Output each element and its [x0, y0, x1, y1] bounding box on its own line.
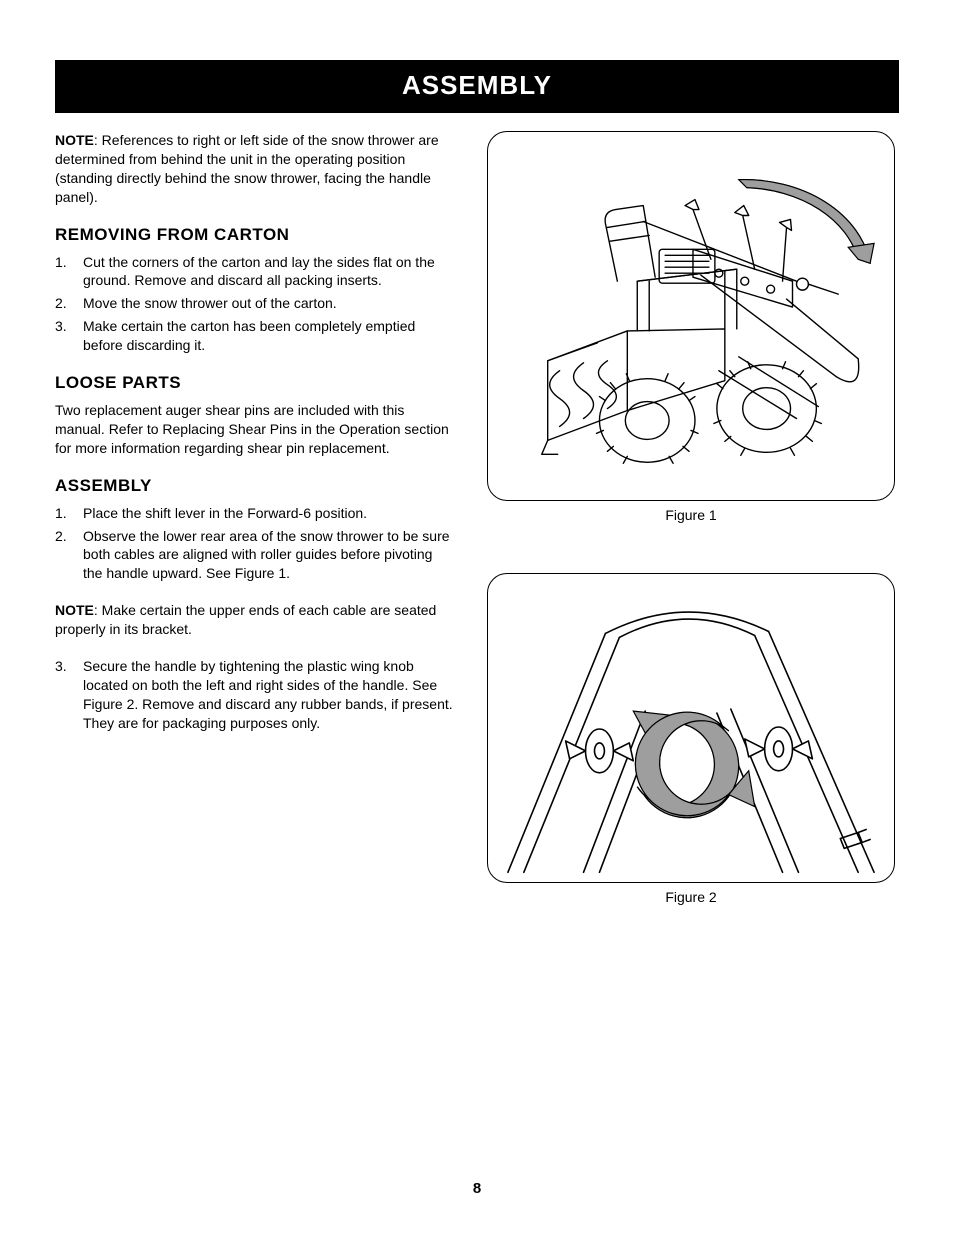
pivot-arrow-icon [739, 180, 874, 264]
note-label: NOTE [55, 602, 94, 618]
note-text: : References to right or left side of th… [55, 132, 439, 205]
step-item: Secure the handle by tightening the plas… [55, 657, 455, 733]
figure-2-caption: Figure 2 [665, 889, 716, 905]
step-item: Cut the corners of the carton and lay th… [55, 253, 455, 291]
left-column: NOTE: References to right or left side o… [55, 131, 455, 905]
heading-loose-parts: LOOSE PARTS [55, 373, 455, 393]
section-banner: ASSEMBLY [55, 60, 899, 113]
heading-assembly: ASSEMBLY [55, 476, 455, 496]
step-item: Place the shift lever in the Forward-6 p… [55, 504, 455, 523]
removing-steps-list: Cut the corners of the carton and lay th… [55, 253, 455, 355]
figure-1-caption: Figure 1 [665, 507, 716, 523]
step-item: Move the snow thrower out of the carton. [55, 294, 455, 313]
step-item: Observe the lower rear area of the snow … [55, 527, 455, 584]
figure-1-illustration [488, 131, 894, 501]
assembly-steps-list-b: Secure the handle by tightening the plas… [55, 657, 455, 733]
note-text: : Make certain the upper ends of each ca… [55, 602, 436, 637]
right-column: Figure 1 [483, 131, 899, 905]
page-number: 8 [0, 1180, 954, 1197]
step-item: Make certain the carton has been complet… [55, 317, 455, 355]
figure-2-illustration [488, 573, 894, 883]
loose-parts-text: Two replacement auger shear pins are inc… [55, 401, 455, 458]
figure-1-box [487, 131, 895, 501]
two-column-layout: NOTE: References to right or left side o… [55, 131, 899, 905]
note-label: NOTE [55, 132, 94, 148]
intro-note: NOTE: References to right or left side o… [55, 131, 455, 207]
assembly-steps-list-a: Place the shift lever in the Forward-6 p… [55, 504, 455, 584]
page: ASSEMBLY NOTE: References to right or le… [0, 0, 954, 1235]
figure-2-box [487, 573, 895, 883]
mid-note: NOTE: Make certain the upper ends of eac… [55, 601, 455, 639]
heading-removing-from-carton: REMOVING FROM CARTON [55, 225, 455, 245]
